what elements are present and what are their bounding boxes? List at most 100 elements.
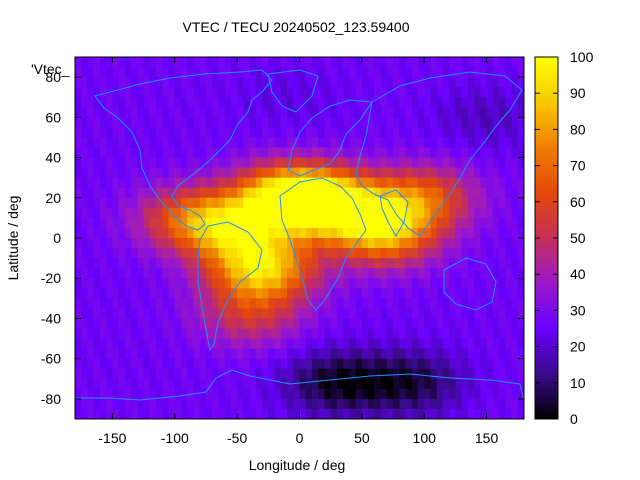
heatmap-cell: [106, 177, 114, 189]
heatmap-cell: [480, 107, 488, 118]
heatmap-cell: [168, 408, 176, 419]
heatmap-cell: [430, 127, 438, 139]
heatmap-cell: [424, 207, 432, 219]
heatmap-cell: [492, 117, 500, 128]
heatmap-cell: [430, 227, 438, 239]
heatmap-cell: [224, 378, 232, 390]
heatmap-cell: [374, 137, 382, 149]
heatmap-cell: [386, 408, 394, 419]
heatmap-cell: [405, 378, 413, 390]
heatmap-cell: [181, 278, 188, 289]
heatmap-cell: [336, 167, 344, 179]
heatmap-cell: [455, 368, 463, 380]
heatmap-cell: [149, 57, 157, 68]
heatmap-cell: [193, 167, 201, 179]
heatmap-cell: [480, 147, 488, 159]
heatmap-cell: [149, 388, 157, 400]
heatmap-cell: [499, 358, 506, 370]
heatmap-cell: [417, 318, 425, 330]
heatmap-cell: [124, 348, 132, 360]
heatmap-cell: [187, 217, 195, 229]
heatmap-cell: [474, 77, 481, 88]
heatmap-cell: [299, 388, 307, 400]
heatmap-cell: [380, 147, 388, 159]
heatmap-cell: [318, 378, 326, 390]
heatmap-cell: [280, 398, 288, 410]
heatmap-cell: [318, 328, 326, 340]
heatmap-cell: [293, 318, 301, 330]
heatmap-cell: [474, 278, 481, 289]
heatmap-cell: [174, 308, 182, 320]
heatmap-cell: [474, 288, 481, 299]
heatmap-cell: [499, 308, 506, 320]
heatmap-cell: [224, 258, 232, 269]
heatmap-cell: [212, 398, 220, 410]
heatmap-cell: [461, 248, 469, 259]
heatmap-cell: [255, 338, 263, 350]
heatmap-cell: [455, 278, 463, 289]
heatmap-cell: [374, 97, 382, 108]
heatmap-cell: [187, 127, 195, 139]
heatmap-cell: [124, 298, 132, 309]
heatmap-cell: [81, 197, 89, 209]
heatmap-cell: [486, 57, 494, 68]
heatmap-cell: [474, 328, 481, 340]
heatmap-cell: [336, 328, 344, 340]
heatmap-cell: [112, 97, 120, 108]
heatmap-cell: [87, 227, 95, 239]
heatmap-cells: [75, 57, 524, 419]
heatmap-cell: [517, 217, 524, 229]
heatmap-cell: [106, 338, 114, 350]
heatmap-cell: [417, 77, 425, 88]
heatmap-cell: [499, 67, 506, 78]
heatmap-cell: [193, 398, 201, 410]
heatmap-cell: [112, 398, 120, 410]
heatmap-cell: [168, 308, 176, 320]
heatmap-cell: [274, 127, 282, 139]
heatmap-cell: [293, 278, 301, 289]
heatmap-cell: [374, 57, 382, 68]
heatmap-cell: [268, 358, 276, 370]
heatmap-cell: [168, 248, 176, 259]
heatmap-cell: [318, 207, 326, 219]
heatmap-cell: [486, 248, 494, 259]
heatmap-cell: [492, 77, 500, 88]
heatmap-cell: [461, 207, 469, 219]
y-tick-label: 80: [45, 69, 61, 85]
heatmap-cell: [174, 258, 182, 269]
heatmap-cell: [343, 338, 350, 350]
heatmap-cell: [174, 107, 182, 118]
heatmap-cell: [99, 268, 107, 279]
heatmap-cell: [467, 87, 475, 98]
heatmap-cell: [455, 348, 463, 360]
heatmap-cell: [193, 57, 201, 68]
heatmap-cell: [162, 318, 170, 330]
heatmap-cell: [293, 147, 301, 159]
heatmap-cell: [349, 227, 357, 239]
heatmap-cell: [162, 77, 170, 88]
heatmap-cell: [268, 388, 276, 400]
heatmap-cell: [75, 308, 82, 320]
heatmap-cell: [405, 398, 413, 410]
heatmap-cell: [112, 107, 120, 118]
heatmap-cell: [455, 298, 463, 309]
heatmap-cell: [355, 278, 363, 289]
heatmap-cell: [386, 258, 394, 269]
heatmap-cell: [455, 137, 463, 149]
heatmap-cell: [455, 107, 463, 118]
heatmap-cell: [511, 348, 519, 360]
heatmap-cell: [436, 348, 444, 360]
heatmap-cell: [511, 388, 519, 400]
heatmap-cell: [330, 258, 338, 269]
heatmap-cell: [143, 197, 151, 209]
heatmap-cell: [330, 318, 338, 330]
heatmap-cell: [499, 298, 506, 309]
heatmap-cell: [436, 248, 444, 259]
coastline-australia: [443, 257, 497, 311]
heatmap-cell: [243, 348, 251, 360]
heatmap-cell: [99, 107, 107, 118]
heatmap-cell: [193, 298, 201, 309]
heatmap-cell: [449, 157, 457, 169]
heatmap-cell: [449, 67, 457, 78]
heatmap-cell: [243, 298, 251, 309]
